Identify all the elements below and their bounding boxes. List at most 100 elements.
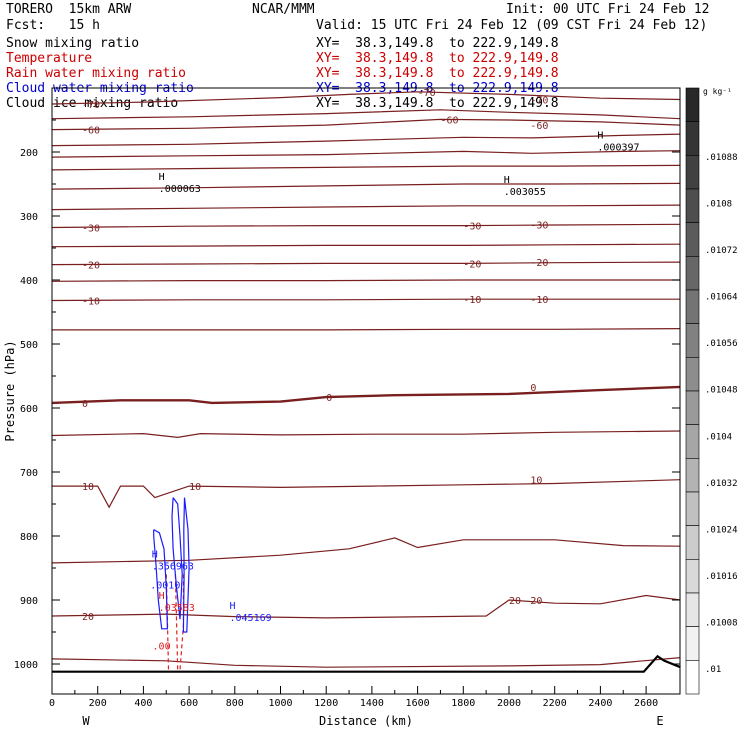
isotherm (51, 298, 681, 302)
x-tick-label: 1200 (314, 698, 338, 709)
cloud-water-contour (171, 497, 183, 620)
field-xy-temperature: XY= 38.3,149.8 to 222.9,149.8 (316, 51, 559, 66)
extremum-symbol: H (159, 172, 165, 183)
extrema-labels: H.000063H.003055H.000397H.356963H.045169… (150, 130, 639, 652)
x-tick-label: 1000 (268, 698, 292, 709)
x-tick-label: 600 (180, 698, 198, 709)
terrain (52, 654, 681, 673)
colorbar-swatch (685, 390, 700, 425)
colorbar-label: .01088 (705, 153, 738, 163)
y-tick-label: 200 (20, 148, 38, 159)
isotherm (51, 657, 681, 668)
colorbar-label: .01008 (705, 618, 738, 628)
field-xy-snow: XY= 38.3,149.8 to 222.9,149.8 (316, 36, 559, 51)
colorbar-swatch (685, 87, 700, 122)
colorbar-swatch (685, 491, 700, 526)
isotherm-label: -30 (82, 224, 100, 235)
forecast-hour: Fcst: 15 h (6, 18, 100, 33)
colorbar-label: .01064 (705, 293, 738, 303)
isotherm-label: 20 (82, 612, 94, 623)
isotherm-label: 10 (189, 482, 201, 493)
colorbar-swatch (685, 626, 700, 661)
center-label: NCAR/MMM (252, 2, 315, 17)
colorbar-swatch (685, 357, 700, 392)
isotherm-label: -10 (82, 296, 100, 307)
isotherm-label: -70 (418, 88, 436, 99)
y-tick-label: 600 (20, 404, 38, 415)
colorbar-swatch (685, 188, 700, 223)
extremum-value: .000397 (597, 142, 639, 153)
temperature-contours: -70 -70 -70 -60 -60 -60 -30 -30 -30 -20 -20 -20 -10 -… (51, 88, 681, 668)
isotherm-label: 20 (509, 596, 521, 607)
field-xy-rain-water: XY= 38.3,149.8 to 222.9,149.8 (316, 66, 559, 81)
isotherm (51, 133, 681, 147)
cloud-water-contour (182, 497, 190, 633)
isotherm-label: -30 (463, 222, 481, 233)
colorbar-label: .01072 (705, 246, 738, 256)
colorbar-swatch (685, 458, 700, 493)
extremum-value: .003055 (504, 187, 546, 198)
isotherm-label: 10 (530, 476, 542, 487)
isotherm (51, 150, 681, 158)
isotherm-label: -10 (463, 295, 481, 306)
colorbar-label: .01032 (705, 479, 738, 489)
y-tick-label: 800 (20, 532, 38, 543)
x-tick-label: 2400 (588, 698, 612, 709)
isotherm-label: -20 (463, 259, 481, 270)
isotherm-label: -20 (530, 258, 548, 269)
x-axis-title: Distance (km) (319, 714, 413, 728)
isotherm (51, 109, 681, 120)
extremum-symbol: H (597, 130, 603, 141)
plot-frame (51, 87, 681, 695)
colorbar-swatch (685, 121, 700, 156)
colorbar-swatch (685, 660, 700, 695)
field-label-snow: Snow mixing ratio (6, 36, 140, 51)
axes: 0 200 400 600 800 1000 1200 1400 1600 1800 2000 220… (14, 119, 680, 709)
x-tick-label: 1600 (406, 698, 430, 709)
isotherm (51, 279, 681, 282)
isotherm (52, 479, 681, 509)
isotherm (51, 182, 681, 190)
contour-value-label: .00 (153, 641, 171, 652)
extremum-symbol: H (229, 601, 235, 612)
extremum-value: .356963 (152, 562, 194, 573)
isotherm-label: -60 (530, 121, 548, 132)
isotherm-label: 10 (82, 482, 94, 493)
colorbar: g kg⁻¹ .01088 .0108 .01072 .01064 .01056 .0104… (685, 87, 738, 695)
valid-time: Valid: 15 UTC Fri 24 Feb 12 (09 CST Fri … (316, 18, 708, 33)
contour-value-label: .0010 (150, 580, 180, 591)
x-tick-label: 2000 (497, 698, 521, 709)
isotherm-label: 0 (326, 393, 332, 404)
colorbar-label: .01024 (705, 525, 738, 535)
colorbar-swatch (685, 424, 700, 459)
x-tick-label: 1800 (451, 698, 475, 709)
y-axis-title: Pressure (hPa) (3, 340, 17, 441)
east-label: E (656, 714, 663, 728)
cloud-water-contours (153, 497, 190, 633)
extremum-symbol: H (159, 591, 165, 602)
init-time: Init: 00 UTC Fri 24 Feb 12 (506, 2, 710, 17)
x-tick-label: 1400 (360, 698, 384, 709)
isotherm (51, 261, 681, 266)
extremum-symbol: H (504, 175, 510, 186)
colorbar-swatch (685, 525, 700, 560)
isotherm (51, 91, 681, 105)
model-title: TORERO 15km ARW (6, 2, 132, 17)
colorbar-swatch (685, 289, 700, 324)
y-tick-label: 500 (20, 340, 38, 351)
west-label: W (82, 714, 90, 728)
field-label-rain-water: Rain water mixing ratio (6, 66, 187, 81)
extremum-symbol: H (152, 550, 158, 561)
colorbar-unit: g kg⁻¹ (703, 87, 732, 96)
x-tick-label: 0 (49, 698, 55, 709)
isotherm-label: -60 (82, 126, 100, 137)
x-tick-label: 800 (226, 698, 244, 709)
colorbar-label: .01056 (705, 339, 738, 349)
isotherm (51, 243, 681, 248)
isotherm-label: -70 (530, 96, 548, 107)
isotherm-label: 0 (530, 383, 536, 394)
colorbar-label: .0104 (705, 432, 732, 442)
terrain-line (52, 654, 681, 673)
